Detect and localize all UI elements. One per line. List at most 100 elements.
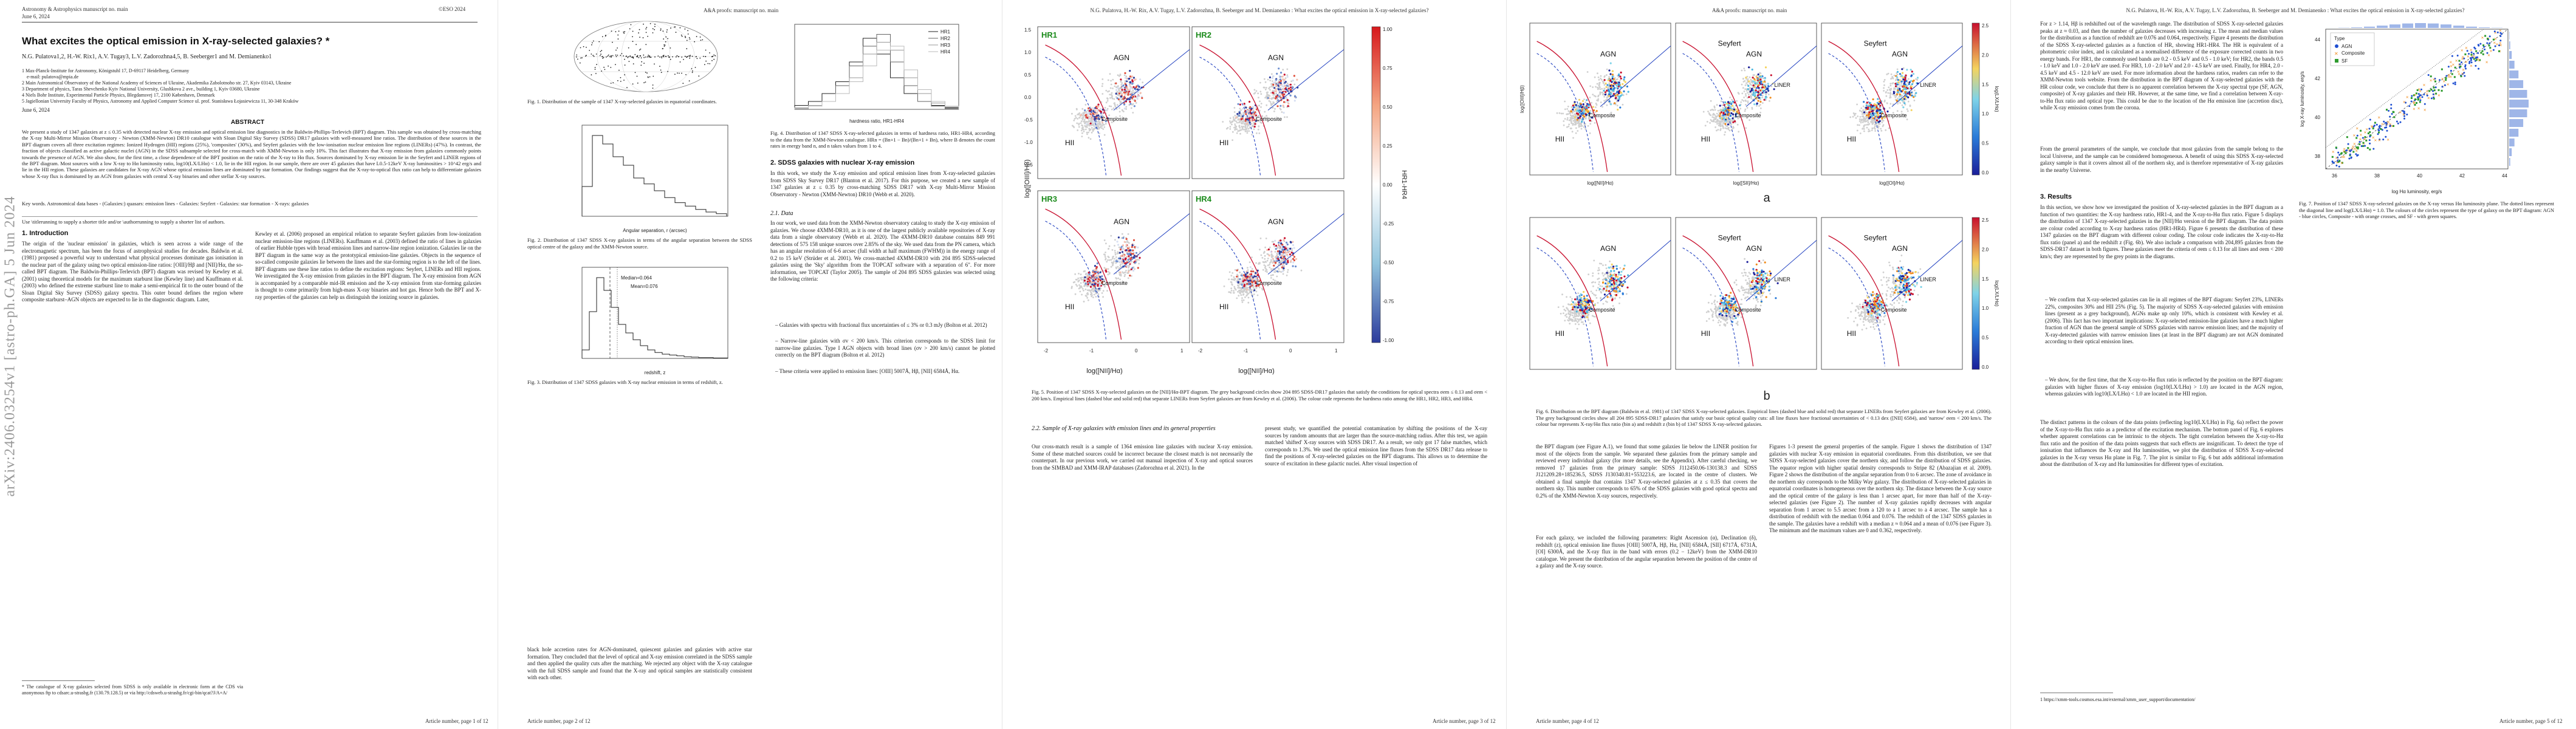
fig6-bpt-xray-ratio: AGN HII Composite AGN HII Composite Seyfert LIN… <box>1519 22 1999 403</box>
agn-point <box>2447 66 2450 68</box>
sky-point <box>679 61 681 63</box>
seyfert-region-label: Seyfert <box>1864 39 1888 48</box>
fig4-legend-hr3: HR3 <box>940 43 951 48</box>
running-head: A&A proofs: manuscript no. main <box>704 7 779 13</box>
composite-point: ✕ <box>2470 55 2473 58</box>
sf-point <box>2479 59 2481 61</box>
fig5-colorbar-tick: -0.75 <box>1383 299 1394 304</box>
agn-point <box>2357 154 2359 156</box>
footnote: 1 https://xmm-tools.cosmos.esa.int/exter… <box>2040 697 2196 702</box>
agn-point <box>2451 55 2453 57</box>
composite-point: ✕ <box>2413 101 2416 105</box>
fig5-colorbar-tick: -1.00 <box>1383 338 1394 343</box>
agn-point <box>2468 53 2470 55</box>
fig6-top-colorbar-tick: 2.5 <box>1982 23 1989 29</box>
fig6-bottom-colorbar-tick: 0.5 <box>1982 335 1989 341</box>
sky-point <box>605 35 606 37</box>
composite-point: ✕ <box>2402 114 2405 117</box>
fig4-legend-hr1: HR1 <box>940 29 951 35</box>
agn-point <box>2403 117 2405 120</box>
sf-point <box>2355 137 2358 139</box>
composite-point: ✕ <box>2386 123 2389 127</box>
sf-point <box>2413 94 2415 97</box>
composite-point: ✕ <box>2485 61 2489 64</box>
sf-point <box>2372 127 2374 129</box>
fig2-separation-histogram: Angular separation, r (arcsec) <box>581 125 728 233</box>
fig5-colorbar-tick: -0.50 <box>1383 260 1394 265</box>
agn-region-label: AGN <box>1114 217 1129 226</box>
agn-point <box>2348 157 2351 160</box>
composite-point: ✕ <box>2476 58 2479 62</box>
sky-point <box>652 84 654 86</box>
sky-point <box>667 38 668 39</box>
composite-point: ✕ <box>2441 78 2444 81</box>
composite-point: ✕ <box>2450 65 2453 69</box>
sky-point <box>634 72 636 74</box>
fig3-mean-label: Mean=0.076 <box>631 284 658 289</box>
sky-point <box>670 27 671 29</box>
agn-point <box>2483 46 2485 48</box>
agn-point <box>2434 78 2436 80</box>
fig5-x-tick: -1 <box>1244 348 1249 354</box>
sky-point <box>631 56 633 58</box>
agn-point <box>2464 64 2467 66</box>
sf-point <box>2482 53 2484 55</box>
sf-point <box>2369 148 2371 151</box>
sky-point <box>639 29 640 30</box>
composite-point: ✕ <box>2458 73 2461 77</box>
sky-point <box>691 68 693 69</box>
sf-point <box>2393 111 2395 114</box>
affiliation-4: 4 Niels Bohr Institute, Experimental Par… <box>22 92 215 98</box>
sky-point <box>713 58 715 60</box>
sky-point <box>615 49 617 51</box>
page5-text-after: The distinct patterns in the colours of … <box>2040 419 2283 467</box>
fig4-caption: Fig. 4. Distribution of 1347 SDSS X-ray-… <box>770 130 995 149</box>
sky-point <box>663 38 665 40</box>
agn-point <box>2377 129 2380 131</box>
sky-point <box>637 56 638 58</box>
sky-point <box>641 61 643 63</box>
agn-point <box>2475 64 2477 67</box>
sky-point <box>608 54 609 56</box>
sky-point <box>638 32 639 34</box>
page4-right-text: Figures 1-3 present the general properti… <box>1769 443 1992 533</box>
sky-point <box>639 55 641 56</box>
fig7-legend: Type AGN ✕ Composite SF <box>2330 32 2375 66</box>
abstract-rule <box>22 216 478 217</box>
agn-point <box>2465 67 2467 70</box>
fig7-caption: Fig. 7. Position of 1347 SDSS X-ray-sele… <box>2299 200 2554 219</box>
fig6-top-colorbar <box>1971 22 1980 176</box>
sky-point <box>592 55 594 56</box>
fig5-bpt-hardness: log([OIII]/Hβ) HR1AGNHIICompositeHR2AGNH… <box>1024 26 1408 375</box>
agn-point <box>2345 149 2348 152</box>
agn-point <box>2347 143 2349 145</box>
composite-point: ✕ <box>2362 142 2365 146</box>
sky-point <box>663 44 665 46</box>
sf-point <box>2374 122 2376 124</box>
sky-point <box>646 72 648 74</box>
composite-point: ✕ <box>2473 56 2476 60</box>
composite-point: ✕ <box>2348 149 2351 152</box>
sky-point <box>652 87 654 89</box>
sky-point <box>691 72 693 74</box>
sky-point <box>660 72 662 74</box>
composite-point: ✕ <box>2355 127 2358 131</box>
affiliation-2: 2 Main Astronomical Observatory of the N… <box>22 80 292 86</box>
sky-point <box>675 56 677 58</box>
fig6-top-colorbar-tick: 0.0 <box>1982 170 1989 176</box>
fig5-x-tick: 1 <box>1180 348 1184 354</box>
sf-point <box>2492 38 2495 41</box>
sf-point <box>2441 89 2443 92</box>
sf-point <box>2437 89 2440 91</box>
sf-point <box>2358 143 2361 145</box>
sky-point <box>652 28 654 30</box>
sky-point <box>632 30 634 32</box>
affiliation-1: 1 Max-Planck-Institute for Astronomy, Kö… <box>22 68 190 74</box>
sky-point <box>670 47 671 49</box>
page-number: Article number, page 5 of 12 <box>2499 718 2563 724</box>
sky-point <box>601 50 603 52</box>
sky-point <box>609 56 611 58</box>
agn-point <box>2470 51 2473 53</box>
sf-point <box>2362 145 2365 147</box>
sky-point <box>694 41 695 43</box>
